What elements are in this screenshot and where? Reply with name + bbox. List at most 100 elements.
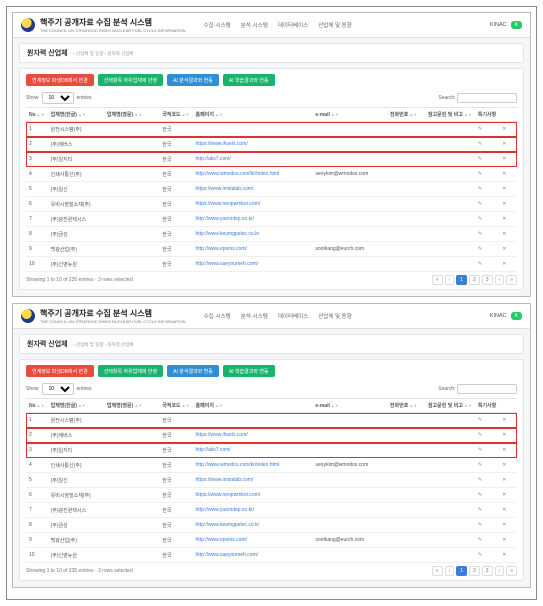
nav-item-analyze[interactable]: 분석·시스템 [241, 21, 268, 29]
pagesize-select[interactable]: 10 [42, 383, 74, 395]
page-first[interactable]: « [432, 275, 443, 285]
btn-apply-child[interactable]: 선택항목 하위업체에 반영 [98, 365, 163, 377]
col-name-kr[interactable]: 업체명(한글)▲▼ [48, 399, 104, 413]
homepage-link[interactable]: http://www.keumgpelec.co.kr [196, 522, 260, 528]
page-1[interactable]: 1 [456, 566, 467, 576]
edit-icon[interactable]: ✎ [475, 212, 499, 227]
col-phone[interactable]: 전화번호▲▼ [387, 108, 425, 122]
table-row[interactable]: 8(주)금성한국http://www.keumgpelec.co.kr✎✕ [26, 518, 517, 533]
nav-item-industry[interactable]: 산업체 및 동향 [318, 312, 351, 320]
table-row[interactable]: 10(주)신영뉴원한국http://www.saeyoumeh.com/✎✕ [26, 257, 517, 272]
table-row[interactable]: 10(주)신영뉴원한국http://www.saeyoumeh.com/✎✕ [26, 548, 517, 563]
page-2[interactable]: 2 [469, 275, 480, 285]
edit-icon[interactable]: ✎ [475, 242, 499, 257]
table-row[interactable]: 6유비시정밀소재(주)한국https://www.neopwmkor.com/✎… [26, 197, 517, 212]
edit-icon[interactable]: ✎ [475, 503, 499, 518]
edit-icon[interactable]: ✎ [475, 413, 499, 428]
user-box[interactable]: KINAC K [490, 312, 522, 320]
edit-icon[interactable]: ✎ [475, 518, 499, 533]
nav-item-database[interactable]: 데이터베이스 [278, 312, 308, 320]
homepage-link[interactable]: http://www.saeyoumeh.com/ [196, 261, 259, 267]
col-nation[interactable]: 국적코드▲▼ [159, 108, 192, 122]
edit-icon[interactable]: ✎ [475, 122, 499, 137]
homepage-link[interactable]: https://www.imstalab.com/ [196, 477, 254, 483]
homepage-link[interactable]: http://aks7.com/ [196, 156, 231, 162]
homepage-link[interactable]: http://www.wmodos.com/kr/index.html [196, 171, 280, 177]
nav-item-industry[interactable]: 산업체 및 동향 [318, 21, 351, 29]
edit-icon[interactable]: ✎ [475, 548, 499, 563]
search-input[interactable] [457, 93, 517, 103]
col-name-kr[interactable]: 업체명(한글)▲▼ [48, 108, 104, 122]
homepage-link[interactable]: http://www.keumgpelec.co.kr [196, 231, 260, 237]
table-row[interactable]: 4인쇄사통신(주)한국http://www.wmodos.com/kr/inde… [26, 167, 517, 182]
btn-ai-train[interactable]: AI 학습결과와 연동 [223, 74, 275, 86]
delete-icon[interactable]: ✕ [499, 458, 517, 473]
edit-icon[interactable]: ✎ [475, 152, 499, 167]
page-1[interactable]: 1 [456, 275, 467, 285]
delete-icon[interactable]: ✕ [499, 242, 517, 257]
homepage-link[interactable]: http://www.eponis.com/ [196, 537, 247, 543]
col-nation[interactable]: 국적코드▲▼ [159, 399, 192, 413]
table-row[interactable]: 3(주)일지티한국http://aks7.com/✎✕ [26, 443, 517, 458]
btn-ai-train[interactable]: AI 학습결과와 연동 [223, 365, 275, 377]
table-row[interactable]: 7(주)광진윈텍시스한국http://www.yuenntep.co.kr/✎✕ [26, 212, 517, 227]
delete-icon[interactable]: ✕ [499, 137, 517, 152]
search-input[interactable] [457, 384, 517, 394]
edit-icon[interactable]: ✎ [475, 428, 499, 443]
table-row[interactable]: 8(주)금성한국http://www.keumgpelec.co.kr✎✕ [26, 227, 517, 242]
table-row[interactable]: 9백광산업(주)한국http://www.eponis.com/sootkang… [26, 533, 517, 548]
col-notes[interactable]: 특기사항 [475, 399, 499, 413]
table-row[interactable]: 9백광산업(주)한국http://www.eponis.com/sootkang… [26, 242, 517, 257]
homepage-link[interactable]: https://www.imstalab.com/ [196, 186, 254, 192]
btn-derive-db[interactable]: 연계정보 파생DB에서 변경 [26, 74, 94, 86]
delete-icon[interactable]: ✕ [499, 473, 517, 488]
table-row[interactable]: 6유비시정밀소재(주)한국https://www.neopwmkor.com/✎… [26, 488, 517, 503]
page-3[interactable]: 3 [482, 566, 493, 576]
homepage-link[interactable]: http://www.eponis.com/ [196, 246, 247, 252]
btn-derive-db[interactable]: 연계정보 파생DB에서 변경 [26, 365, 94, 377]
page-2[interactable]: 2 [469, 566, 480, 576]
delete-icon[interactable]: ✕ [499, 257, 517, 272]
homepage-link[interactable]: http://www.yuenntep.co.kr/ [196, 507, 255, 513]
page-prev[interactable]: ‹ [445, 275, 455, 285]
delete-icon[interactable]: ✕ [499, 167, 517, 182]
table-row[interactable]: 1원전시스템(주)한국✎✕ [26, 122, 517, 137]
page-first[interactable]: « [432, 566, 443, 576]
col-name-en[interactable]: 업체명(영문)▲▼ [104, 399, 159, 413]
delete-icon[interactable]: ✕ [499, 122, 517, 137]
col-ref[interactable]: 참고문헌 및 비고▲▼ [425, 108, 475, 122]
nav-item-collect[interactable]: 수집·시스템 [204, 312, 231, 320]
edit-icon[interactable]: ✎ [475, 227, 499, 242]
edit-icon[interactable]: ✎ [475, 167, 499, 182]
col-homepage[interactable]: 홈페이지▲▼ [193, 399, 313, 413]
homepage-link[interactable]: https://www.neopwmkor.com/ [196, 201, 261, 207]
table-row[interactable]: 3(주)일지티한국http://aks7.com/✎✕ [26, 152, 517, 167]
table-row[interactable]: 2(주)에버스한국https://www.ihuels.com/✎✕ [26, 428, 517, 443]
delete-icon[interactable]: ✕ [499, 518, 517, 533]
delete-icon[interactable]: ✕ [499, 182, 517, 197]
user-box[interactable]: KINAC K [490, 21, 522, 29]
edit-icon[interactable]: ✎ [475, 473, 499, 488]
edit-icon[interactable]: ✎ [475, 533, 499, 548]
delete-icon[interactable]: ✕ [499, 488, 517, 503]
btn-ai-analyze[interactable]: AI 분석결과와 연동 [167, 74, 219, 86]
nav-item-database[interactable]: 데이터베이스 [278, 21, 308, 29]
col-no[interactable]: No▲▼ [26, 108, 48, 122]
col-phone[interactable]: 전화번호▲▼ [387, 399, 425, 413]
page-last[interactable]: » [506, 275, 517, 285]
delete-icon[interactable]: ✕ [499, 212, 517, 227]
delete-icon[interactable]: ✕ [499, 443, 517, 458]
edit-icon[interactable]: ✎ [475, 182, 499, 197]
edit-icon[interactable]: ✎ [475, 443, 499, 458]
edit-icon[interactable]: ✎ [475, 197, 499, 212]
homepage-link[interactable]: http://aks7.com/ [196, 447, 231, 453]
delete-icon[interactable]: ✕ [499, 152, 517, 167]
table-row[interactable]: 1원전시스템(주)한국✎✕ [26, 413, 517, 428]
table-row[interactable]: 5(주)일신한국https://www.imstalab.com/✎✕ [26, 473, 517, 488]
table-row[interactable]: 4인쇄사통신(주)한국http://www.wmodos.com/kr/inde… [26, 458, 517, 473]
page-last[interactable]: » [506, 566, 517, 576]
homepage-link[interactable]: http://www.wmodos.com/kr/index.html [196, 462, 280, 468]
delete-icon[interactable]: ✕ [499, 533, 517, 548]
col-homepage[interactable]: 홈페이지▲▼ [193, 108, 313, 122]
homepage-link[interactable]: https://www.ihuels.com/ [196, 432, 248, 438]
